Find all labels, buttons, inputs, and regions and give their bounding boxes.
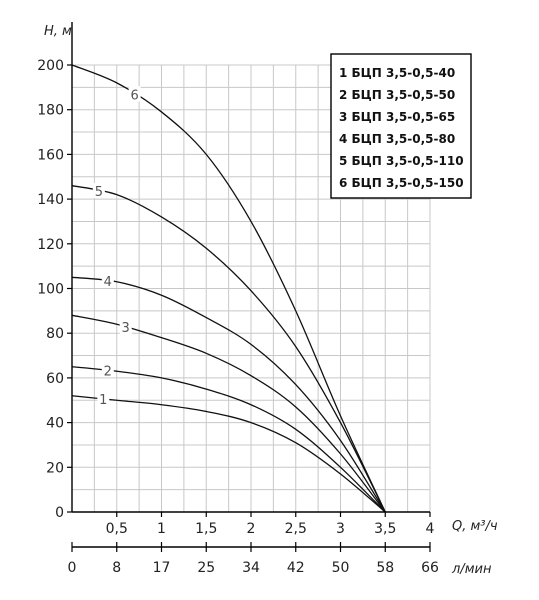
x2-tick-label: 25 [197,560,215,576]
x2-tick-label: 50 [332,560,350,576]
legend-entry-2: 2 БЦП 3,5-0,5-50 [339,88,455,102]
legend-entry-5: 5 БЦП 3,5-0,5-110 [339,154,464,168]
x-tick-label: 2,5 [285,521,307,537]
curve-4 [71,276,386,513]
legend: 1 БЦП 3,5-0,5-40 2 БЦП 3,5-0,5-50 3 БЦП 3,… [330,53,472,199]
y-tick-label: 20 [46,460,64,476]
y-tick-label: 200 [37,58,64,74]
legend-entry-4: 4 БЦП 3,5-0,5-80 [339,132,455,146]
x2-tick-label: 66 [421,560,439,576]
curve-label-6: 6 [131,89,139,104]
curve-2 [71,366,386,513]
x-tick-label: 0,5 [106,521,128,537]
y-axis-label: H, м [44,24,72,39]
legend-box [330,53,472,199]
curve-label-bg [128,86,141,102]
y-tick-label: 60 [46,371,64,387]
x2-tick-label: 42 [287,560,305,576]
x-tick-label: 1,5 [195,521,217,537]
x-tick-label: 3 [336,521,345,537]
y-tick-label: 40 [46,416,64,432]
x-tick-label: 2 [247,521,256,537]
x2-tick-label: 58 [376,560,394,576]
curve-labels: 1 2 3 4 5 6 [92,86,141,408]
curve-label-bg [101,362,114,378]
y-tick-label: 100 [37,282,64,298]
curve-label-4: 4 [104,275,112,290]
y-tick-label: 180 [37,103,64,119]
curve-label-5: 5 [95,185,103,200]
x-tick-label: 1 [157,521,166,537]
x2-tick-label: 34 [242,560,260,576]
curve-label-bg [119,318,132,334]
x2-tick-label: 0 [68,560,77,576]
legend-entry-3: 3 БЦП 3,5-0,5-65 [339,110,455,124]
x2-axis-label: л/мин [451,562,492,577]
curve-label-1: 1 [99,393,107,408]
x-tick-label: 3,5 [374,521,396,537]
legend-entry-1: 1 БЦП 3,5-0,5-40 [339,66,455,80]
curve-label-bg [92,183,105,199]
curve-label-3: 3 [122,321,130,336]
y-tick-label: 80 [46,326,64,342]
curve-label-bg [97,390,110,406]
x-tick-label: 4 [426,521,435,537]
y-tick-label: 0 [55,505,64,521]
y-tick-label: 160 [37,147,64,163]
curve-label-2: 2 [104,364,112,379]
y-tick-label: 140 [37,192,64,208]
curve-5 [71,185,386,513]
curve-1 [71,395,386,513]
x-axis-label: Q, м³/ч [452,519,498,534]
x2-tick-label: 8 [112,560,121,576]
legend-entry-6: 6 БЦП 3,5-0,5-150 [339,176,464,190]
x2-tick-label: 17 [153,560,171,576]
curve-label-bg [101,272,114,288]
y-tick-label: 120 [37,237,64,253]
